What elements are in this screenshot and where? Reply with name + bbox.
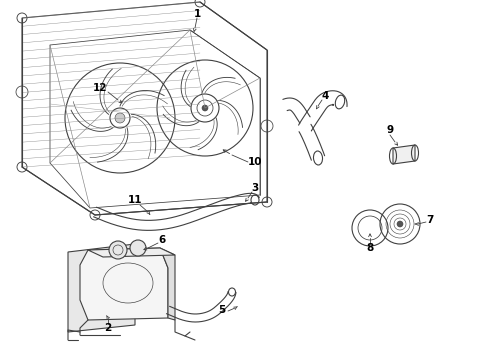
Circle shape <box>109 241 127 259</box>
Polygon shape <box>68 244 135 332</box>
Text: 11: 11 <box>128 195 142 205</box>
Circle shape <box>130 240 146 256</box>
Text: 6: 6 <box>158 235 166 245</box>
Text: 1: 1 <box>194 9 200 19</box>
Text: 7: 7 <box>426 215 434 225</box>
Text: 9: 9 <box>387 125 393 135</box>
Circle shape <box>115 113 125 123</box>
Polygon shape <box>80 248 168 320</box>
Text: 2: 2 <box>104 323 112 333</box>
Text: 12: 12 <box>93 83 107 93</box>
Polygon shape <box>160 248 175 320</box>
Polygon shape <box>88 248 175 257</box>
Polygon shape <box>393 145 415 164</box>
Circle shape <box>202 105 208 111</box>
Text: 8: 8 <box>367 243 373 253</box>
Text: 4: 4 <box>321 91 329 101</box>
Text: 10: 10 <box>248 157 262 167</box>
Circle shape <box>397 221 403 227</box>
Text: 3: 3 <box>251 183 259 193</box>
Text: 5: 5 <box>219 305 225 315</box>
